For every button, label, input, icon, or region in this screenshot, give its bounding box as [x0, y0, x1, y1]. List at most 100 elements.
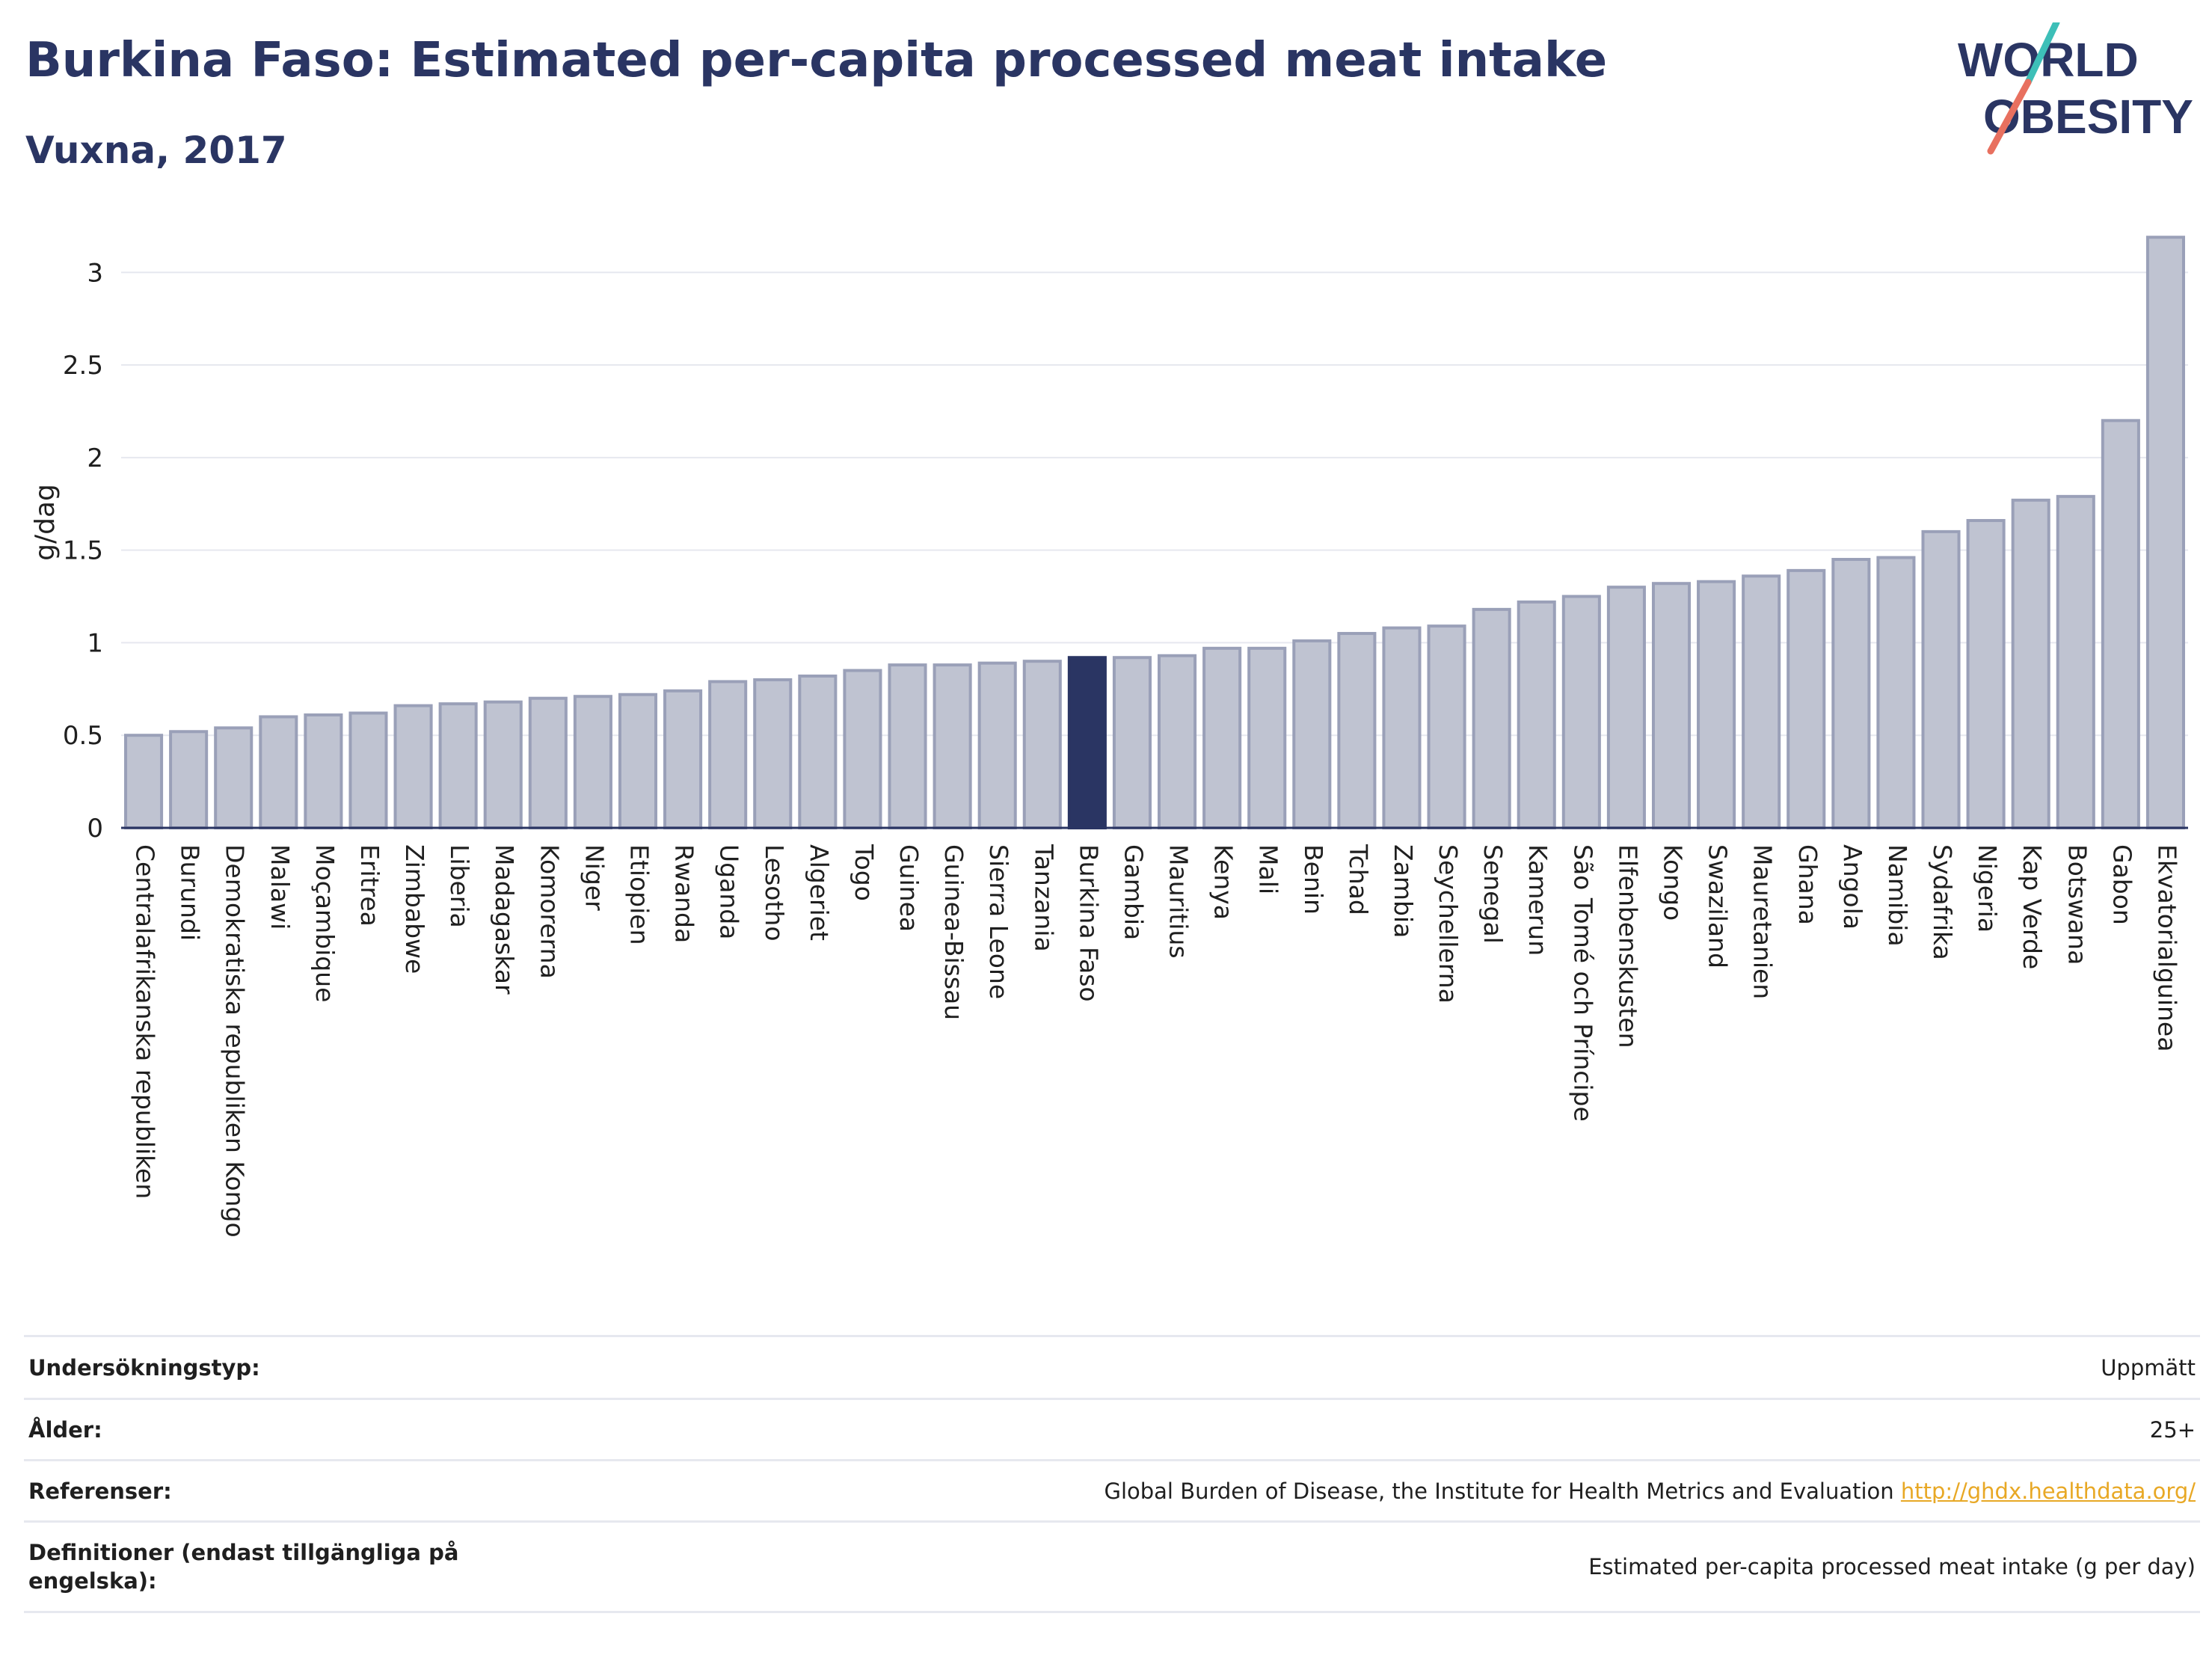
x-tick-label: Nigeria: [1973, 844, 2002, 933]
x-tick-label: Kamerun: [1523, 844, 1552, 956]
bar: [618, 693, 658, 830]
x-tick-label: Gambia: [1119, 844, 1148, 940]
x-tick-label: Uganda: [715, 844, 744, 939]
y-axis-title: g/dag: [30, 484, 61, 561]
x-tick-label: Mauretanien: [1748, 844, 1778, 999]
x-tick-label: Namibia: [1883, 844, 1912, 947]
x-tick-label: Kongo: [1659, 844, 1688, 921]
info-value: Estimated per-capita processed meat inta…: [1588, 1554, 2196, 1579]
bar: [483, 700, 523, 830]
info-label: Ålder:: [28, 1416, 102, 1443]
y-tick-label: 0.5: [63, 721, 103, 751]
x-tick-label: Zambia: [1389, 844, 1418, 938]
x-tick-label: Tchad: [1344, 844, 1373, 915]
x-tick-label: Guinea-Bissau: [939, 844, 968, 1020]
bar: [214, 726, 254, 829]
x-tick-label: Komorerna: [535, 844, 564, 979]
x-tick-label: Centralafrikanska republiken: [131, 844, 160, 1199]
x-tick-label: Sierra Leone: [984, 844, 1013, 999]
y-tick-label: 2.5: [63, 351, 103, 381]
bar: [933, 663, 972, 830]
x-tick-label: Kap Verde: [2018, 844, 2047, 969]
x-tick-label: Seychellerna: [1434, 844, 1463, 1004]
x-tick-label: Tanzania: [1029, 844, 1058, 952]
bar: [1292, 639, 1332, 829]
bar: [1517, 600, 1556, 829]
bar: [753, 678, 793, 829]
bar: [1966, 519, 2006, 829]
bar: [1427, 624, 1466, 829]
bar: [708, 680, 748, 830]
bar: [169, 730, 209, 830]
x-tick-label: Rwanda: [670, 844, 699, 943]
bar: [1022, 660, 1062, 829]
info-row-references: Referenser: Global Burden of Disease, th…: [24, 1459, 2200, 1520]
x-tick-label: Lesotho: [760, 844, 789, 942]
reference-text: Global Burden of Disease, the Institute …: [1104, 1478, 1894, 1504]
bar: [1742, 574, 1781, 830]
info-row-definitions: Definitioner (endast tillgängliga på eng…: [24, 1520, 2200, 1613]
y-tick-label: 1.5: [63, 536, 103, 566]
info-label: Definitioner (endast tillgängliga på eng…: [28, 1540, 459, 1594]
x-tick-label: Togo: [850, 844, 879, 901]
x-tick-label: Algeriet: [805, 844, 834, 941]
bar: [124, 734, 164, 829]
x-tick-label: Benin: [1299, 844, 1328, 915]
x-tick-label: Kenya: [1209, 844, 1238, 920]
bar: [1876, 556, 1916, 829]
bar: [888, 663, 927, 830]
x-tick-label: Madagaskar: [490, 844, 519, 995]
info-label: Referenser:: [28, 1478, 172, 1504]
info-table: Undersökningstyp: Uppmätt Ålder: 25+ Ref…: [24, 1335, 2200, 1613]
bar: [573, 695, 612, 829]
x-tick-label: Gabon: [2107, 844, 2136, 925]
x-tick-label: Botswana: [2062, 844, 2092, 965]
y-tick-label: 1: [87, 628, 103, 658]
chart-title: Burkina Faso: Estimated per-capita proce…: [25, 33, 1608, 88]
x-tick-label: Zimbabwe: [400, 844, 429, 974]
bar: [1651, 582, 1692, 829]
x-tick-label: Eritrea: [355, 844, 384, 927]
chart-subtitle: Vuxna, 2017: [25, 129, 287, 172]
bar: [843, 669, 882, 829]
x-tick-label: Moçambique: [310, 844, 340, 1002]
x-tick-label: Senegal: [1478, 844, 1508, 944]
x-tick-label: Burundi: [176, 844, 205, 941]
x-tick-label: Ghana: [1793, 844, 1822, 925]
x-tick-label: Demokratiska republiken Kongo: [221, 844, 250, 1238]
bar: [1697, 580, 1736, 829]
bar: [1337, 632, 1377, 830]
x-tick-label: Mauritius: [1164, 844, 1193, 959]
x-tick-label: Elfenbenskusten: [1613, 844, 1642, 1048]
info-label: Undersökningstyp:: [28, 1354, 260, 1381]
info-row-survey-type: Undersökningstyp: Uppmätt: [24, 1335, 2200, 1398]
x-tick-label: Liberia: [445, 844, 474, 928]
y-tick-label: 3: [87, 258, 103, 288]
bar: [1067, 656, 1107, 829]
x-tick-label: São Tomé och Príncipe: [1568, 844, 1597, 1122]
x-tick-label: Niger: [580, 844, 609, 911]
x-tick-label: Burkina Faso: [1074, 844, 1103, 1002]
x-tick-label: Etiopien: [625, 844, 654, 945]
bar: [1382, 626, 1422, 829]
x-tick-label: Swaziland: [1703, 844, 1733, 968]
bar: [1921, 529, 1961, 829]
bar: [1787, 568, 1826, 829]
y-tick-label: 0: [87, 814, 103, 844]
x-tick-label: Angola: [1838, 844, 1867, 930]
bar: [304, 713, 343, 829]
bar: [1472, 607, 1511, 829]
bar: [528, 696, 568, 829]
bar: [663, 689, 703, 829]
bar: [2101, 419, 2140, 829]
x-tick-label: Mali: [1254, 844, 1283, 894]
bar: [1606, 586, 1646, 829]
reference-link[interactable]: http://ghdx.healthdata.org/: [1900, 1478, 2196, 1504]
bar-chart: 0 0.5 1 1.5 2 2.5 3 g/dag Centralafrikanska repu…: [30, 236, 2188, 1238]
y-tick-label: 2: [87, 443, 103, 473]
x-tick-label: Sydafrika: [1928, 844, 1957, 960]
world-obesity-logo: WORLD OBESITY: [1958, 22, 2193, 155]
bar: [977, 661, 1017, 830]
info-value: Uppmätt: [2101, 1354, 2196, 1381]
bar: [438, 702, 478, 830]
